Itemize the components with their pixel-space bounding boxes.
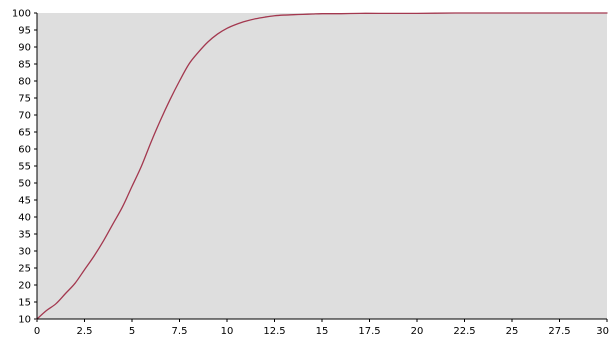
x-tick-label: 22.5 <box>453 326 475 337</box>
series-line <box>36 12 608 320</box>
y-tick-label: 100 <box>12 9 31 20</box>
y-tick-label: 40 <box>18 213 31 224</box>
y-tick-label: 20 <box>18 281 31 292</box>
y-tick-label: 85 <box>18 60 31 71</box>
x-tick-label: 15 <box>316 326 329 337</box>
y-tick-label: 70 <box>18 111 31 122</box>
x-tick-label: 17.5 <box>358 326 380 337</box>
x-tick-label: 5 <box>129 326 135 337</box>
x-tick-label: 10 <box>221 326 234 337</box>
y-tick-label: 55 <box>18 162 31 173</box>
y-tick-label: 65 <box>18 128 31 139</box>
x-tick-label: 7.5 <box>172 326 188 337</box>
x-tick-label: 12.5 <box>263 326 285 337</box>
x-tick-label: 20 <box>411 326 424 337</box>
x-tick-label: 30 <box>596 326 609 337</box>
x-tick-label: 25 <box>506 326 519 337</box>
y-tick-label: 15 <box>18 298 31 309</box>
series-layer <box>36 12 608 320</box>
x-tick-label: 0 <box>34 326 40 337</box>
y-axis-ticks: 10 15 20 25 30 35 40 45 50 55 60 65 70 75 80 85 90 95 100 <box>12 9 37 326</box>
x-tick-label: 27.5 <box>548 326 570 337</box>
y-tick-label: 60 <box>18 145 31 156</box>
y-tick-label: 35 <box>18 230 31 241</box>
y-tick-label: 25 <box>18 264 31 275</box>
plot-area <box>37 13 607 319</box>
y-tick-label: 90 <box>18 43 31 54</box>
y-tick-label: 50 <box>18 179 31 190</box>
y-tick-label: 45 <box>18 196 31 207</box>
x-tick-label: 2.5 <box>77 326 93 337</box>
y-tick-label: 30 <box>18 247 31 258</box>
y-tick-label: 10 <box>18 315 31 326</box>
x-axis-ticks: 0 2.5 5 7.5 10 12.5 15 17.5 20 22.5 25 27.5 30 <box>34 319 609 337</box>
y-tick-label: 95 <box>18 26 31 37</box>
y-tick-label: 75 <box>18 94 31 105</box>
y-tick-label: 80 <box>18 77 31 88</box>
